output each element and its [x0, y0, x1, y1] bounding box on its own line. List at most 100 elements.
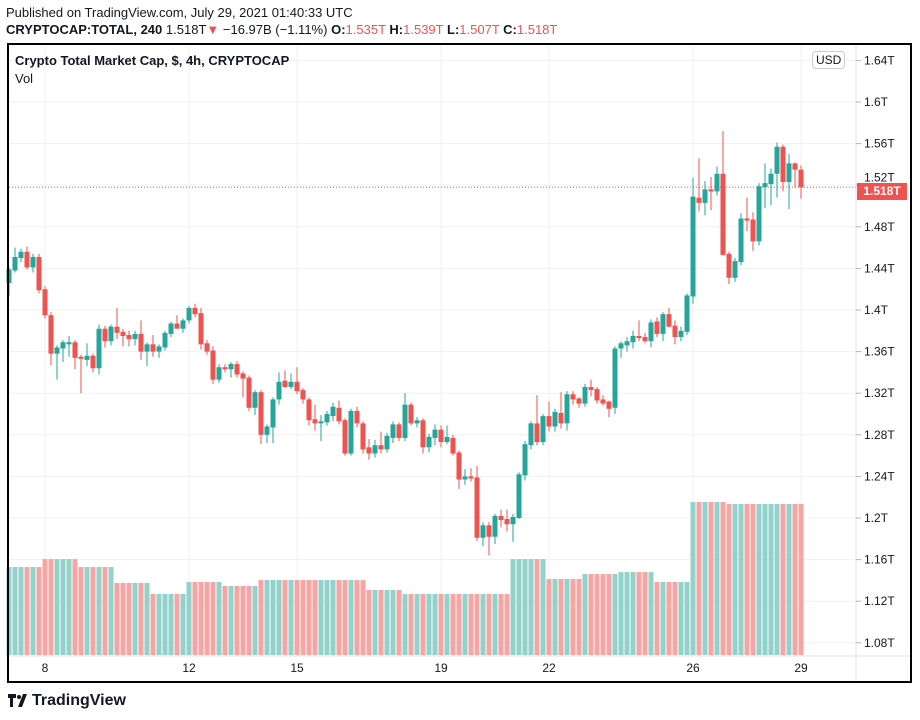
volume-bars	[6, 502, 804, 655]
volume-bar	[240, 585, 246, 655]
candle	[798, 165, 804, 199]
volume-bar	[528, 559, 534, 655]
candle-body	[84, 355, 90, 360]
candle	[642, 332, 648, 344]
candle-body	[660, 314, 666, 334]
candle	[252, 390, 258, 416]
price-tick-label: 1.44T	[864, 261, 895, 275]
candle-body	[546, 416, 552, 427]
volume-bar	[684, 582, 690, 655]
volume-bar	[480, 593, 486, 655]
candle-body	[276, 381, 282, 400]
candle	[600, 395, 606, 406]
candle-body	[288, 381, 294, 387]
candle	[684, 293, 690, 335]
volume-bar	[522, 559, 528, 655]
candle-body	[312, 419, 318, 424]
symbol-name: CRYPTOCAP:TOTAL, 240	[6, 22, 163, 37]
candle	[132, 330, 138, 346]
candle	[738, 213, 744, 266]
candle-body	[726, 253, 732, 278]
volume-bar	[288, 580, 294, 655]
candle	[636, 320, 642, 342]
volume-bar	[138, 582, 144, 655]
candle-body	[504, 519, 510, 525]
candle-body	[528, 423, 534, 446]
candle	[714, 166, 720, 196]
volume-bar	[576, 578, 582, 655]
tradingview-logo[interactable]: TradingView	[8, 692, 126, 710]
candle	[660, 312, 666, 342]
volume-bar	[498, 593, 504, 655]
candle	[270, 397, 276, 444]
candle-body	[684, 295, 690, 332]
candle	[366, 438, 372, 460]
candle	[402, 393, 408, 442]
candle-body	[144, 344, 150, 352]
candle	[768, 168, 774, 205]
candle	[66, 336, 72, 357]
candle-body	[270, 399, 276, 428]
volume-bar	[660, 582, 666, 655]
candle-body	[678, 330, 684, 338]
volume-bar	[72, 559, 78, 655]
logo-text: TradingView	[32, 692, 126, 709]
candle-body	[360, 423, 366, 450]
currency-button[interactable]: USD	[812, 51, 846, 69]
candle	[354, 406, 360, 428]
candle-body	[780, 146, 786, 183]
candle-body	[108, 326, 114, 342]
volume-bar	[276, 580, 282, 655]
candle	[138, 320, 144, 360]
candle-body	[510, 516, 516, 525]
candle-body	[702, 189, 708, 203]
candle-body	[96, 328, 102, 369]
candle	[582, 383, 588, 407]
volume-bar	[708, 502, 714, 655]
candle	[300, 388, 306, 404]
volume-bar	[786, 503, 792, 655]
time-tick-label: 19	[434, 661, 448, 675]
volume-bar	[324, 580, 330, 655]
volume-bar	[348, 580, 354, 655]
candle	[156, 344, 162, 358]
candle	[552, 408, 558, 432]
candle	[390, 421, 396, 444]
volume-bar	[366, 589, 372, 655]
candle	[432, 424, 438, 446]
candle-body	[588, 386, 594, 391]
volume-bar	[756, 503, 762, 655]
volume-bar	[564, 578, 570, 655]
price-tick-label: 1.36T	[864, 345, 895, 359]
price-tick-label: 1.52T	[864, 170, 895, 184]
candle	[60, 340, 66, 362]
volume-bar	[294, 580, 300, 655]
candle-body	[24, 251, 30, 268]
volume-bar	[54, 559, 60, 655]
candle-body	[690, 196, 696, 297]
volume-indicator-label[interactable]: Vol	[15, 71, 34, 86]
candle-body	[720, 173, 726, 255]
candle-body	[540, 416, 546, 443]
candle	[522, 441, 528, 481]
volume-bar	[222, 585, 228, 655]
candle	[228, 362, 234, 378]
volume-bar	[450, 593, 456, 655]
volume-bar	[12, 567, 18, 655]
volume-bar	[720, 502, 726, 655]
candle	[6, 267, 12, 296]
volume-bar	[702, 502, 708, 655]
candle-body	[6, 269, 12, 283]
candle-body	[576, 398, 582, 404]
candle	[420, 418, 426, 454]
volume-bar	[732, 503, 738, 655]
price-tick-label: 1.64T	[864, 53, 895, 67]
candle	[294, 367, 300, 395]
candle	[54, 345, 60, 380]
volume-bar	[342, 580, 348, 655]
candle-body	[552, 411, 558, 427]
candles	[6, 131, 804, 556]
candle-body	[180, 320, 186, 329]
volume-bar	[516, 559, 522, 655]
